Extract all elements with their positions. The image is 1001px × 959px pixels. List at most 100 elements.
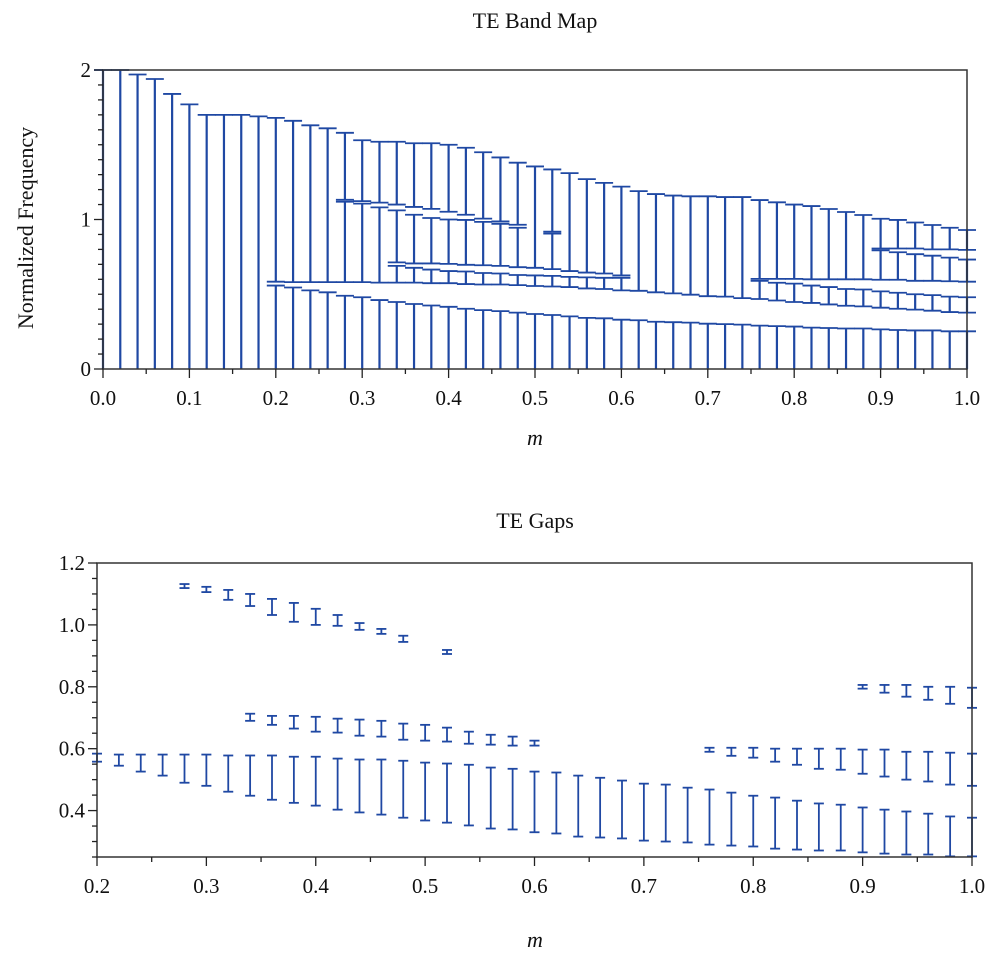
gaps-title: TE Gaps: [496, 508, 574, 533]
x-tick-label: 0.5: [412, 874, 438, 898]
x-tick-label: 0.7: [695, 386, 721, 410]
gap-bar: [660, 783, 671, 843]
x-tick-label: 0.0: [90, 386, 116, 410]
gap-bar: [857, 748, 868, 775]
gap-bar: [485, 766, 496, 830]
gap-bar: [507, 735, 518, 747]
gap-bar: [245, 712, 256, 722]
x-tick-label: 0.6: [608, 386, 634, 410]
gap-bar: [201, 753, 212, 787]
gap-bar: [398, 722, 409, 741]
gap-bar: [288, 602, 299, 623]
gap-bar: [901, 750, 912, 781]
gaps-axes: 0.2 0.3 0.4 0.5 0.6 0.7 0.8 0.9 1.0 0.4 0.6 0.8 1.0 1…: [59, 551, 985, 898]
gap-bar: [835, 747, 846, 771]
gaps-chart: TE Gaps m 0.2 0.3 0.4 0.5 0.6 0.7 0.8 0.9 1.0 0.4…: [59, 508, 985, 952]
gap-bar: [420, 723, 431, 742]
gap-bar: [223, 589, 234, 601]
gap-bar: [179, 753, 190, 784]
band-map-chart: TE Band Map Normalized Frequency m 0.0 0.…: [13, 8, 980, 450]
x-tick-label: 0.3: [349, 386, 375, 410]
y-tick-label: 1: [81, 208, 92, 232]
x-tick-label: 0.8: [740, 874, 766, 898]
gap-bar: [901, 810, 912, 856]
y-tick-label: 0: [81, 357, 92, 381]
gap-bar: [792, 747, 802, 766]
x-tick-label: 0.8: [781, 386, 807, 410]
gap-bar: [638, 782, 649, 842]
x-tick-label: 0.4: [435, 386, 462, 410]
gap-bar: [813, 802, 824, 852]
gap-bar: [310, 755, 321, 807]
y-tick-label: 1.2: [59, 551, 85, 575]
gap-bar: [463, 730, 474, 745]
gap-bar: [901, 684, 912, 698]
gap-bar: [376, 758, 387, 816]
gap-bar: [398, 634, 409, 643]
gap-bar: [551, 771, 562, 835]
gap-bar: [310, 715, 321, 733]
gap-bar: [770, 796, 781, 850]
gap-bar: [267, 754, 277, 801]
y-tick-label: 2: [81, 58, 92, 82]
gap-bar: [310, 607, 321, 626]
gap-bar: [332, 717, 343, 734]
y-tick-label: 0.4: [59, 799, 86, 823]
y-tick-label: 0.6: [59, 737, 85, 761]
gap-bar: [726, 791, 737, 847]
gaps-marks: [92, 583, 977, 858]
gap-bar: [682, 786, 693, 844]
gap-bar: [442, 726, 452, 743]
gap-bar: [573, 774, 584, 838]
band-map-axes: 0.0 0.1 0.2 0.3 0.4 0.5 0.6 0.7 0.8 0.9 1.0 0 1 2: [81, 58, 981, 410]
gap-bar: [398, 759, 409, 819]
x-tick-label: 0.9: [867, 386, 893, 410]
gap-bar: [879, 748, 890, 778]
gap-bar: [770, 747, 781, 763]
gap-bar: [507, 767, 518, 831]
x-tick-label: 0.6: [521, 874, 547, 898]
gap-bar: [704, 746, 715, 753]
band-map-marks: [94, 69, 976, 369]
gap-bar: [879, 684, 890, 694]
x-tick-label: 0.1: [176, 386, 202, 410]
gap-bar: [135, 753, 146, 773]
gap-bar: [835, 803, 846, 852]
x-tick-label: 1.0: [959, 874, 985, 898]
gap-bar: [113, 753, 124, 767]
band-map-x-label: m: [527, 425, 543, 450]
gap-bar: [529, 770, 540, 834]
y-tick-label: 0.8: [59, 675, 85, 699]
gap-bar: [157, 753, 168, 777]
gap-bar: [879, 808, 890, 855]
gap-bar: [245, 593, 256, 607]
gap-bar: [288, 755, 299, 804]
gap-bar: [354, 718, 365, 737]
gap-bar: [945, 685, 956, 705]
gap-bar: [923, 685, 934, 701]
x-tick-label: 0.5: [522, 386, 548, 410]
gap-bar: [748, 794, 759, 848]
gap-bar: [748, 746, 759, 759]
gap-bar: [354, 622, 365, 631]
gap-bar: [857, 806, 868, 854]
gap-bar: [376, 719, 387, 738]
x-tick-label: 0.2: [263, 386, 289, 410]
gap-bar: [726, 746, 737, 757]
gap-bar: [442, 762, 452, 824]
x-tick-label: 0.2: [84, 874, 110, 898]
gap-bar: [813, 747, 824, 770]
y-tick-label: 1.0: [59, 613, 85, 637]
gap-bar: [595, 776, 606, 839]
gap-bar: [704, 788, 715, 846]
x-tick-label: 0.7: [631, 874, 657, 898]
gap-bar: [223, 754, 234, 793]
gap-bar: [923, 812, 934, 856]
gaps-x-label: m: [527, 927, 543, 952]
gap-bar: [529, 739, 540, 747]
gap-bar: [420, 761, 431, 822]
gap-bar: [857, 684, 868, 690]
gap-bar: [376, 628, 387, 635]
band-map-y-label: Normalized Frequency: [13, 127, 38, 329]
